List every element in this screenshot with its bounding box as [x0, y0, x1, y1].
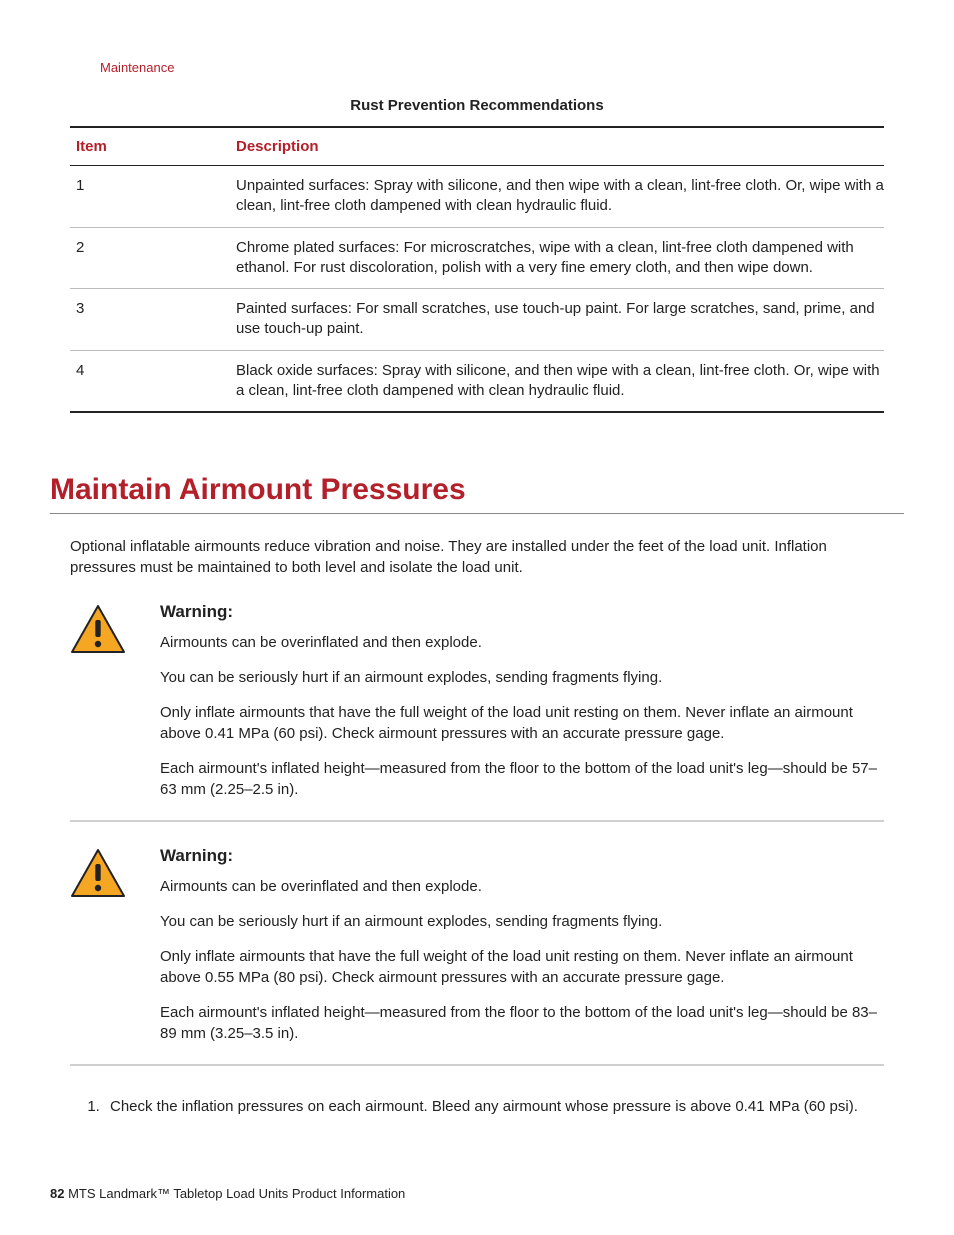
table-row: 3 Painted surfaces: For small scratches,…: [70, 289, 884, 351]
warning-heading: Warning:: [160, 846, 884, 866]
rust-table: Item Description 1 Unpainted surfaces: S…: [70, 126, 884, 413]
page: Maintenance Rust Prevention Recommendati…: [0, 0, 954, 1235]
warning-text: Airmounts can be overinflated and then e…: [160, 632, 884, 653]
warning-text: You can be seriously hurt if an airmount…: [160, 667, 884, 688]
warning-text: Airmounts can be overinflated and then e…: [160, 876, 884, 897]
cell-description: Unpainted surfaces: Spray with silicone,…: [236, 176, 884, 217]
section-heading: Maintain Airmount Pressures: [50, 473, 904, 514]
warning-heading: Warning:: [160, 602, 884, 622]
cell-description: Chrome plated surfaces: For microscratch…: [236, 238, 884, 279]
intro-paragraph: Optional inflatable airmounts reduce vib…: [70, 536, 884, 578]
procedure-step: Check the inflation pressures on each ai…: [104, 1096, 884, 1117]
cell-item: 1: [70, 176, 236, 217]
page-footer: 82 MTS Landmark™ Tabletop Load Units Pro…: [50, 1186, 405, 1201]
warning-block: Warning: Airmounts can be overinflated a…: [70, 846, 884, 1066]
cell-description: Painted surfaces: For small scratches, u…: [236, 299, 884, 340]
procedure-list: Check the inflation pressures on each ai…: [70, 1096, 884, 1117]
warning-icon: [70, 846, 140, 1044]
page-number: 82: [50, 1186, 64, 1201]
cell-description: Black oxide surfaces: Spray with silicon…: [236, 361, 884, 402]
warning-body: Warning: Airmounts can be overinflated a…: [140, 846, 884, 1044]
cell-item: 3: [70, 299, 236, 340]
warning-text: Each airmount's inflated height—measured…: [160, 1002, 884, 1044]
warning-icon: [70, 602, 140, 800]
warning-text: Only inflate airmounts that have the ful…: [160, 946, 884, 988]
table-row: 4 Black oxide surfaces: Spray with silic…: [70, 351, 884, 414]
table-row: 1 Unpainted surfaces: Spray with silicon…: [70, 166, 884, 228]
table-row: 2 Chrome plated surfaces: For microscrat…: [70, 228, 884, 290]
warning-block: Warning: Airmounts can be overinflated a…: [70, 602, 884, 822]
warning-text: Only inflate airmounts that have the ful…: [160, 702, 884, 744]
warning-text: You can be seriously hurt if an airmount…: [160, 911, 884, 932]
cell-item: 2: [70, 238, 236, 279]
table-header-row: Item Description: [70, 126, 884, 166]
warning-text: Each airmount's inflated height—measured…: [160, 758, 884, 800]
warning-body: Warning: Airmounts can be overinflated a…: [140, 602, 884, 800]
breadcrumb: Maintenance: [100, 60, 904, 75]
table-title: Rust Prevention Recommendations: [50, 97, 904, 114]
table-header-description: Description: [236, 138, 884, 155]
footer-text: MTS Landmark™ Tabletop Load Units Produc…: [64, 1186, 405, 1201]
cell-item: 4: [70, 361, 236, 402]
table-header-item: Item: [70, 138, 236, 155]
